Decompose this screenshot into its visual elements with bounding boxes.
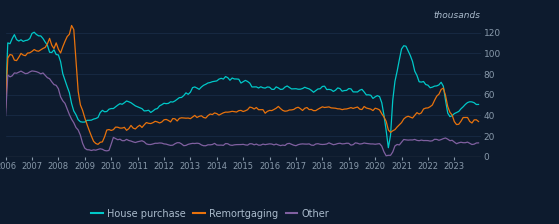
Other	[407, 139, 414, 141]
Remortgaging	[94, 143, 101, 146]
Other	[475, 142, 482, 144]
Other	[29, 70, 35, 72]
House purchase	[273, 86, 280, 88]
House purchase	[277, 88, 284, 91]
Line: House purchase: House purchase	[6, 32, 479, 148]
Text: thousands: thousands	[434, 11, 481, 20]
House purchase	[31, 31, 37, 34]
House purchase	[367, 94, 374, 97]
Remortgaging	[475, 120, 482, 123]
Legend: House purchase, Remortgaging, Other: House purchase, Remortgaging, Other	[87, 205, 333, 222]
Other	[2, 114, 9, 117]
House purchase	[2, 98, 9, 101]
Other	[110, 136, 117, 139]
Remortgaging	[125, 127, 132, 130]
Other	[383, 154, 390, 157]
Other	[273, 143, 280, 145]
Remortgaging	[407, 116, 414, 118]
Remortgaging	[2, 106, 9, 109]
House purchase	[110, 107, 117, 110]
Line: Other: Other	[6, 71, 479, 156]
Other	[367, 143, 374, 145]
Line: Remortgaging: Remortgaging	[6, 26, 479, 144]
House purchase	[123, 100, 130, 102]
Remortgaging	[280, 109, 286, 112]
Remortgaging	[68, 24, 75, 27]
Remortgaging	[112, 126, 119, 128]
House purchase	[385, 146, 392, 149]
House purchase	[407, 54, 414, 57]
Other	[123, 138, 130, 141]
Other	[277, 144, 284, 147]
Remortgaging	[275, 105, 282, 108]
House purchase	[475, 103, 482, 106]
Remortgaging	[369, 109, 376, 112]
